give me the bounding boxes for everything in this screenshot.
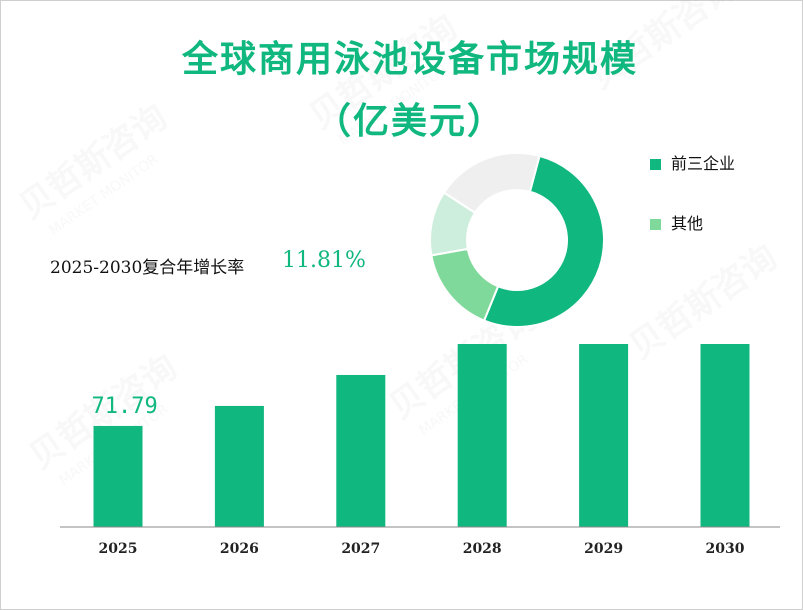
x-tick-label-2025: 2025 xyxy=(99,541,138,557)
bar-2029 xyxy=(579,344,629,527)
bar-2028 xyxy=(457,344,507,527)
bar-2030 xyxy=(700,344,750,527)
legend-item-other: 其他 xyxy=(650,210,703,234)
chart-title-unit: （亿美元） xyxy=(314,100,505,142)
bar-2025 xyxy=(93,425,143,527)
x-tick-label-2026: 2026 xyxy=(220,541,259,557)
x-tick-label-2027: 2027 xyxy=(341,541,380,557)
donut-chart xyxy=(429,152,605,328)
legend-label-other: 其他 xyxy=(671,214,704,233)
data-label-2025: 71.79 xyxy=(92,394,158,419)
cagr-value: 11.81% xyxy=(282,248,366,273)
bar-2026 xyxy=(214,405,264,527)
donut-slice-0 xyxy=(482,154,605,328)
legend-swatch-other xyxy=(650,219,661,230)
legend-label-top3: 前三企业 xyxy=(671,154,736,173)
x-tick-label-2030: 2030 xyxy=(706,541,745,557)
legend-item-top3: 前三企业 xyxy=(650,150,735,174)
x-tick-label-2029: 2029 xyxy=(584,541,623,557)
legend-swatch-top3 xyxy=(650,159,661,170)
bar-2027 xyxy=(336,374,386,527)
cagr-label: 2025-2030复合年增长率 xyxy=(50,258,245,278)
donut-slice-3 xyxy=(442,152,541,215)
x-tick-label-2028: 2028 xyxy=(463,541,502,557)
chart-title: 全球商用泳池设备市场规模 xyxy=(181,38,638,80)
